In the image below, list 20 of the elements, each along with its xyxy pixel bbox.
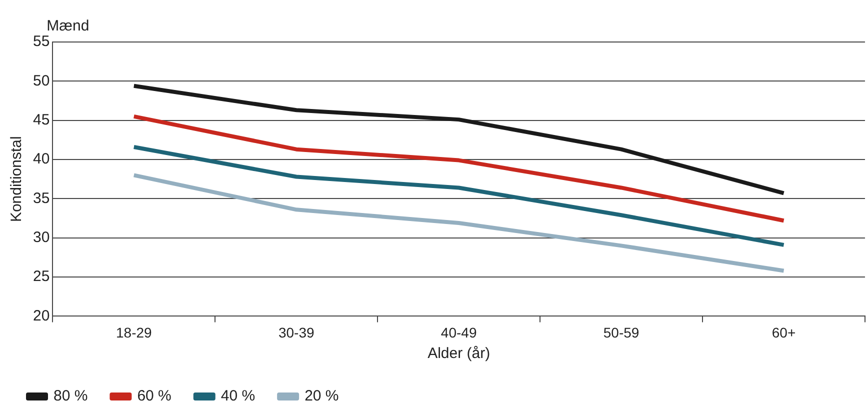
y-tick-label: 40 xyxy=(32,150,50,168)
x-tick-label: 18-29 xyxy=(116,324,152,340)
y-axis-title: Konditionstal xyxy=(8,136,26,222)
y-tick-label: 20 xyxy=(32,307,50,324)
y-tick-label: 45 xyxy=(32,111,50,128)
y-tick-label: 50 xyxy=(32,72,50,90)
legend-label: 80 % xyxy=(54,388,88,405)
legend-label: 20 % xyxy=(304,388,339,405)
y-tick-label: 55 xyxy=(32,33,50,50)
x-tick-label: 30-39 xyxy=(278,324,314,340)
x-tick-label: 40-49 xyxy=(440,324,477,340)
chart-title: Mænd xyxy=(46,18,90,35)
x-tick-label: 60+ xyxy=(772,324,796,340)
legend-label: 60 % xyxy=(137,388,172,405)
legend-label: 40 % xyxy=(220,388,256,405)
y-tick-label: 25 xyxy=(32,268,50,286)
x-axis-title: Alder (år) xyxy=(428,345,490,362)
y-tick-label: 35 xyxy=(32,190,50,207)
y-tick-label: 30 xyxy=(32,229,50,246)
x-tick-label: 50-59 xyxy=(603,324,640,340)
